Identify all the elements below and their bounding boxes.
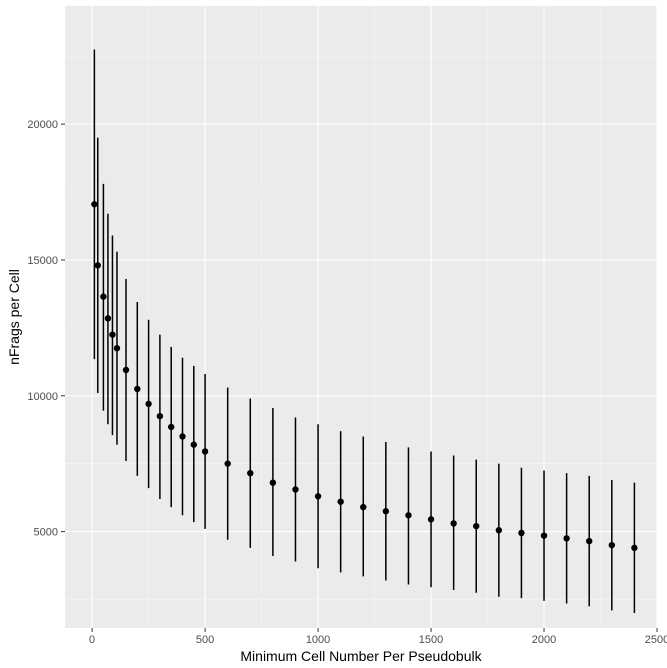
x-axis: 0 500 1000 1500 2000 2500 xyxy=(89,628,667,646)
data-point xyxy=(563,535,570,542)
data-point xyxy=(134,385,141,393)
data-point xyxy=(201,448,209,455)
y-axis: 5000 10000 15000 20000 xyxy=(27,119,65,539)
y-tick-label: 5000 xyxy=(34,527,58,539)
x-axis-title: Minimum Cell Number Per Pseudobulk xyxy=(240,648,482,664)
plot-panel xyxy=(65,6,657,628)
data-point xyxy=(405,512,412,519)
data-point xyxy=(450,520,457,527)
data-point xyxy=(94,262,101,269)
data-point xyxy=(586,537,593,545)
data-point xyxy=(113,345,121,352)
data-point xyxy=(190,441,197,448)
x-tick-label: 2000 xyxy=(532,634,556,646)
data-point xyxy=(495,527,503,534)
x-tick-label: 500 xyxy=(196,634,214,646)
data-point xyxy=(473,522,480,530)
data-point xyxy=(540,532,548,539)
data-point xyxy=(104,315,112,322)
data-point xyxy=(608,541,616,549)
y-axis-title: nFrags per Cell xyxy=(6,269,22,365)
x-tick-label: 0 xyxy=(89,634,95,646)
data-point xyxy=(292,486,299,493)
y-tick-label: 20000 xyxy=(27,119,58,131)
minor-gridlines xyxy=(65,6,657,628)
y-tick-label: 15000 xyxy=(27,255,58,267)
data-point xyxy=(100,293,107,300)
x-tick-label: 1500 xyxy=(419,634,443,646)
y-tick-label: 10000 xyxy=(27,391,58,403)
data-point xyxy=(518,529,525,537)
data-point xyxy=(382,508,390,515)
data-point xyxy=(631,544,638,552)
data-point xyxy=(122,366,130,374)
data-point xyxy=(156,412,164,420)
data-point xyxy=(179,433,186,440)
x-tick-label: 1000 xyxy=(306,634,330,646)
data-point xyxy=(337,498,344,505)
data-point xyxy=(269,479,277,486)
data-point xyxy=(314,493,322,500)
data-point xyxy=(167,423,175,431)
data-point xyxy=(145,400,152,408)
data-point xyxy=(224,460,231,467)
data-point xyxy=(91,201,98,208)
data-points xyxy=(91,201,638,552)
data-point xyxy=(109,331,116,338)
data-point xyxy=(427,516,435,523)
data-point xyxy=(247,469,254,477)
data-point xyxy=(360,503,367,511)
x-tick-label: 2500 xyxy=(645,634,667,646)
